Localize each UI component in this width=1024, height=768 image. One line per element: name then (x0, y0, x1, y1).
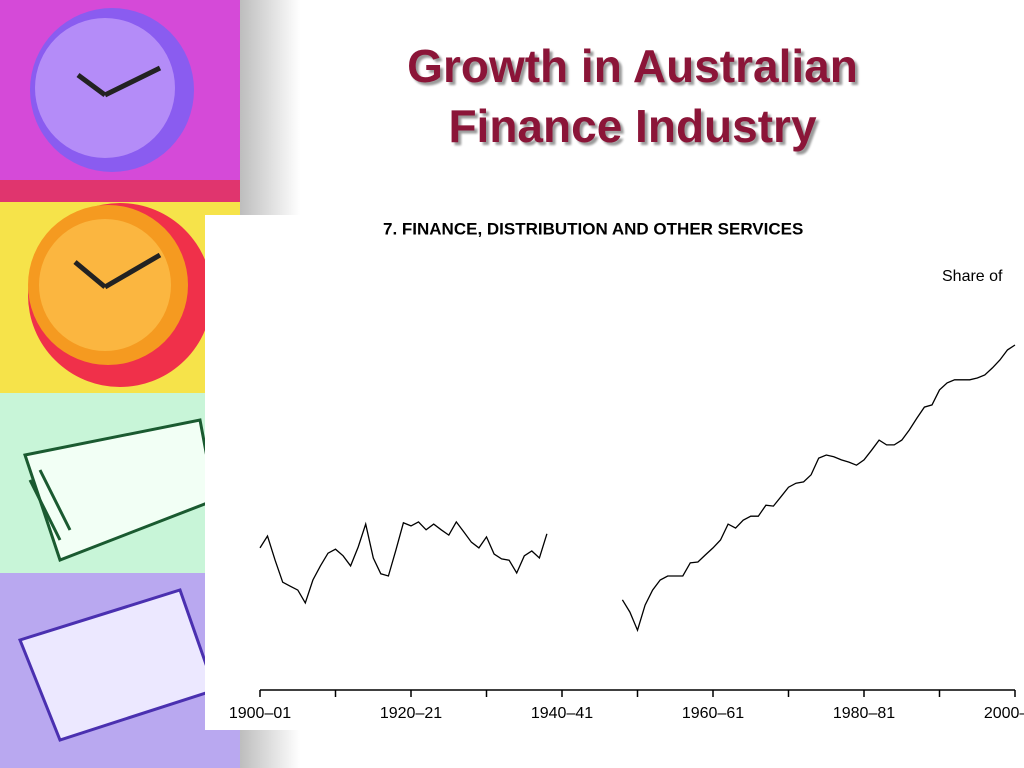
panel-band (0, 180, 240, 202)
papers-edges (28, 469, 72, 541)
decorative-strip (0, 0, 300, 768)
data-line (259, 344, 1016, 633)
x-tick-label: 1960–61 (682, 705, 744, 722)
chart-background (205, 215, 1024, 730)
chart: 7. FINANCE, DISTRIBUTION AND OTHER SERVI… (205, 215, 1024, 730)
x-tick-label: 1900–01 (229, 705, 291, 722)
x-tick-label: 1940–41 (531, 705, 593, 722)
x-tick-label: 2000–01 (984, 705, 1024, 722)
clock-face (35, 18, 175, 158)
clock-hands (73, 252, 162, 290)
chart-title: 7. FINANCE, DISTRIBUTION AND OTHER SERVI… (383, 219, 803, 238)
slide-title: Growth in Australian Finance Industry (407, 40, 858, 152)
y-axis-label: Share of (942, 268, 1003, 285)
x-tick-label: 1920–21 (380, 705, 442, 722)
clock-hands (76, 65, 162, 98)
x-tick-label: 1980–81 (833, 705, 895, 722)
